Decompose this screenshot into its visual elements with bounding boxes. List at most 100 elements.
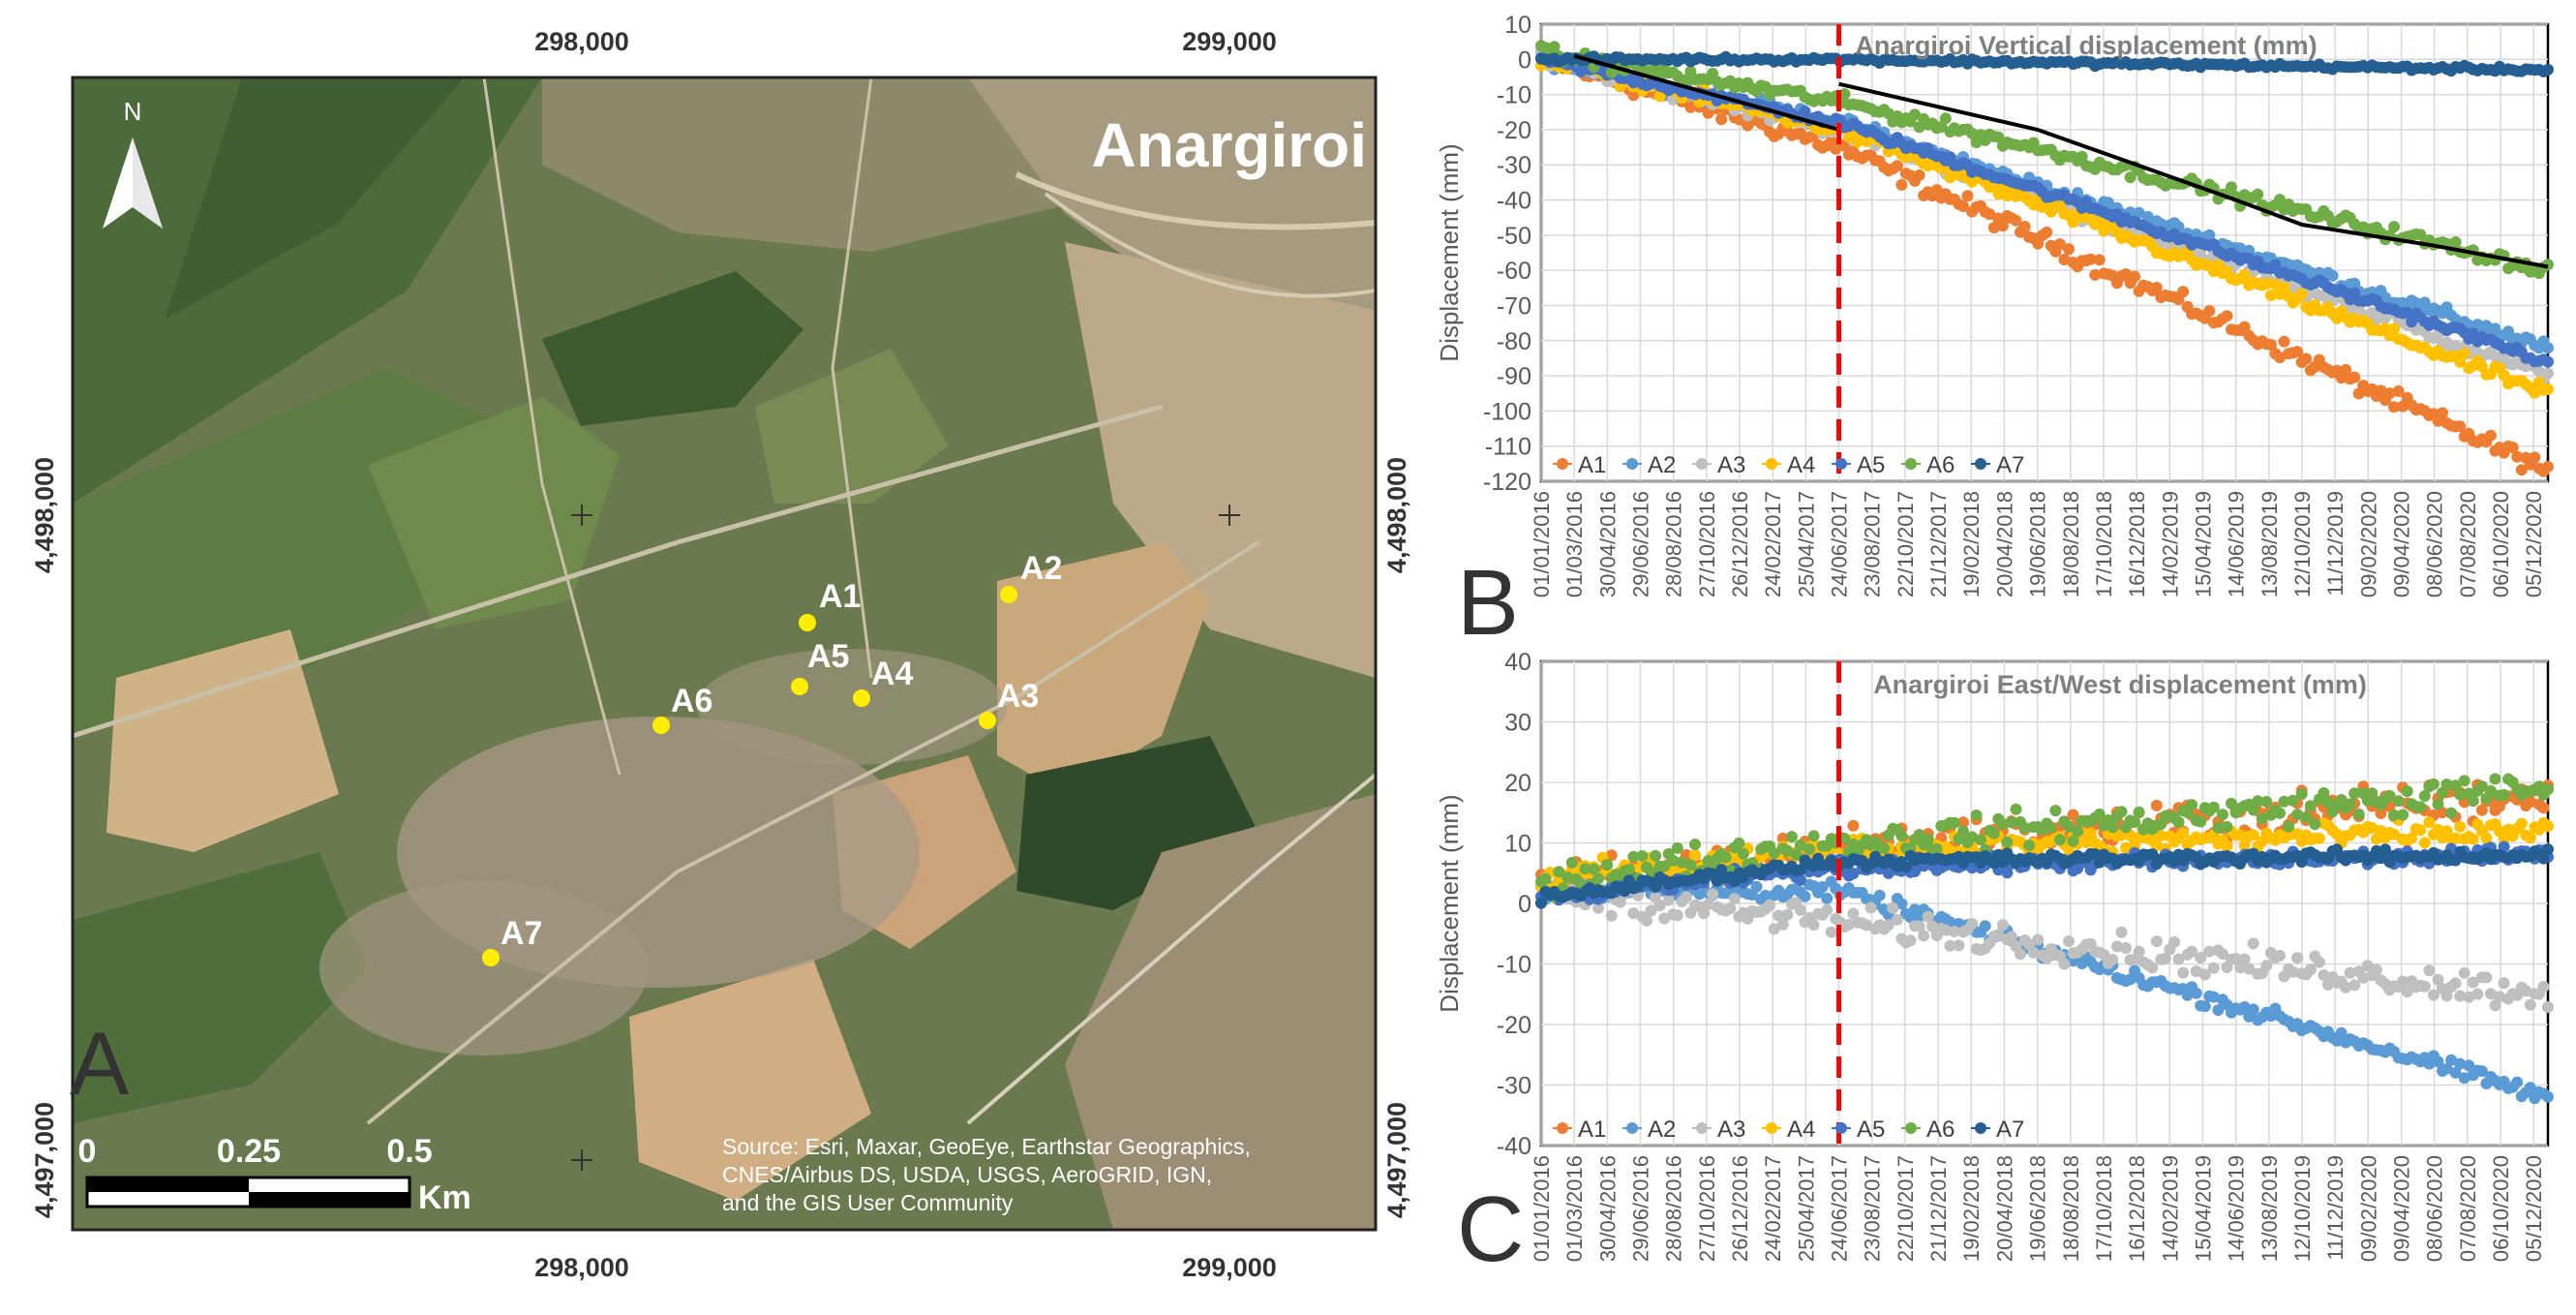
y-tick-label: 30: [1504, 710, 1531, 737]
data-point-a6: [1588, 863, 1600, 875]
data-point-a6: [2053, 834, 2066, 846]
data-point-a3: [2287, 965, 2299, 978]
data-point-a6: [2133, 806, 2145, 818]
data-point-a3: [2168, 935, 2180, 948]
data-point-a3: [2427, 989, 2440, 1001]
data-point-a7: [2542, 63, 2554, 76]
scale-label: 0.5: [386, 1133, 432, 1170]
legend-label: A4: [1787, 1116, 1815, 1143]
data-point-a6: [2186, 799, 2198, 811]
x-tick-label: 28/08/2016: [1662, 1155, 1686, 1262]
x-tick-label: 06/10/2020: [2489, 1155, 2513, 1262]
legend-label: A1: [1578, 452, 1606, 478]
data-point-a1: [1715, 113, 1728, 126]
x-tick-label: 24/06/2017: [1828, 1155, 1852, 1262]
data-point-a6: [2321, 796, 2334, 809]
data-point-a2: [2207, 991, 2220, 1003]
map-point-marker: [979, 712, 996, 729]
data-point-a3: [2198, 968, 2211, 981]
data-point-a6: [2445, 807, 2458, 819]
map-x-tick-top: 299,000: [1182, 27, 1277, 56]
data-point-a6: [2221, 820, 2233, 833]
data-point-a2: [2524, 1082, 2536, 1094]
data-point-a3: [1966, 918, 1979, 930]
data-point-a3: [2397, 975, 2409, 988]
data-point-a6: [2440, 779, 2453, 790]
data-point-a6: [1913, 829, 1925, 841]
data-point-a6: [1957, 825, 1969, 838]
data-point-a4: [1653, 90, 1666, 103]
data-point-a6: [1992, 131, 2005, 143]
y-tick-label: 0: [1518, 891, 1531, 918]
map-points: A1 A2 A3 A4 A5 A6 A7: [482, 550, 1062, 966]
data-point-a3: [2133, 945, 2145, 958]
chart-east-west-displacement: 40 30 20 10 0 -10 -20 -30 -40 01/01/2016 01/03/20…: [1435, 649, 2554, 1281]
data-point-a7: [2375, 852, 2387, 865]
trend-line: [1838, 81, 2549, 269]
field: [73, 852, 368, 1123]
data-point-a3: [2243, 963, 2256, 975]
legend-label: A2: [1648, 452, 1676, 478]
legend-marker: [1696, 1122, 1708, 1134]
data-point-a1: [2018, 221, 2031, 233]
x-tick-label: 15/04/2019: [2191, 1155, 2215, 1262]
map-point-marker: [1000, 586, 1017, 603]
data-point-a6: [2018, 822, 2031, 834]
map-x-tick-bottom: 299,000: [1182, 1253, 1277, 1282]
data-point-a2: [1816, 880, 1829, 893]
hills: [968, 77, 1376, 320]
map-source: Source: Esri, Maxar, GeoEye, Earthstar G…: [722, 1134, 1251, 1215]
data-point-a4: [2264, 290, 2277, 301]
x-tick-label: 14/02/2019: [2158, 491, 2182, 597]
data-point-a3: [2150, 935, 2163, 948]
field: [368, 397, 620, 629]
legend-label: A7: [1996, 1116, 2024, 1143]
y-tick-label: -50: [1497, 223, 1531, 250]
stream-bed: [1015, 171, 1376, 230]
chart-c-legend: A1 A2 A3 A4 A5 A6 A7: [1553, 1116, 2024, 1143]
data-point-a2: [2133, 206, 2145, 219]
map-point-label: A7: [500, 915, 542, 952]
data-point-a3: [1794, 903, 1806, 916]
data-point-a4: [2295, 288, 2308, 300]
data-point-a3: [1776, 918, 1789, 931]
x-tick-label: 17/10/2018: [2092, 1155, 2116, 1262]
data-point-a7: [1535, 897, 1547, 909]
data-point-a3: [2186, 945, 2198, 958]
data-point-a1: [1891, 160, 1903, 172]
y-tick-label: -30: [1497, 152, 1531, 179]
data-point-a3: [2458, 966, 2470, 979]
data-point-a1: [2150, 799, 2163, 811]
data-point-a6: [2383, 789, 2396, 802]
north-label: N: [124, 97, 142, 126]
data-point-a6: [1987, 827, 2000, 840]
legend-label: A6: [1926, 1116, 1955, 1143]
chart-b-y-ticks: 10 0 -10 -20 -30 -40 -50 -60 -70 -80 -90 -100 -110 -1…: [1483, 12, 1531, 496]
chart-c-title: Anargiroi East/West displacement (mm): [1873, 670, 2367, 699]
x-tick-label: 18/08/2018: [2059, 1155, 2083, 1262]
data-point-a7: [2295, 856, 2308, 869]
map-point-label: A1: [819, 578, 861, 615]
data-point-a2: [2542, 1090, 2554, 1103]
data-point-a6: [1579, 863, 1591, 875]
data-point-a1: [2475, 804, 2488, 816]
data-point-a3: [1948, 926, 1960, 937]
data-point-a3: [2159, 952, 2171, 964]
chart-b-ylabel: Displacement (mm): [1435, 143, 1464, 361]
data-point-a2: [1873, 889, 1886, 902]
map-point-marker: [799, 614, 816, 631]
data-point-a3: [2146, 962, 2159, 974]
x-tick-label: 08/06/2020: [2423, 1155, 2447, 1262]
x-tick-label: 09/02/2020: [2356, 491, 2380, 597]
data-point-a3: [2027, 946, 2040, 959]
data-point-a2: [2124, 973, 2137, 986]
data-point-a5: [1847, 868, 1860, 880]
data-point-a3: [2542, 367, 2554, 380]
data-point-a6: [2023, 840, 2036, 852]
legend-marker: [1557, 458, 1568, 470]
y-tick-label: -10: [1497, 952, 1531, 979]
data-point-a4: [2529, 386, 2541, 399]
north-arrow-icon: [103, 138, 163, 229]
data-point-a3: [2432, 973, 2444, 986]
x-tick-label: 20/04/2018: [1992, 491, 2016, 597]
